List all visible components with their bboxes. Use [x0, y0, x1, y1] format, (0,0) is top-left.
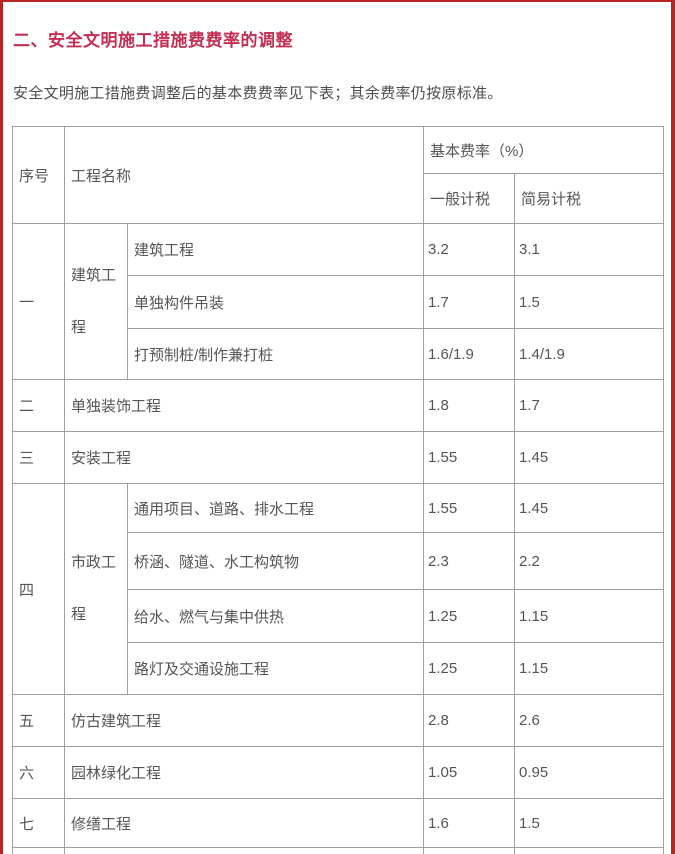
table-row: 打预制桩/制作兼打桩 1.6/1.9 1.4/1.9	[13, 328, 665, 380]
rate-table: 序号 工程名称 基本费率（%） 一般计税 简易计税 一 建筑工程 建筑工程 3.…	[12, 126, 665, 854]
table-row: 五 仿古建筑工程 2.8 2.6	[12, 694, 665, 747]
table-row-clipped	[12, 847, 665, 854]
table-row: 六 园林绿化工程 1.05 0.95	[12, 746, 665, 799]
table-row: 四 市政工程 通用项目、道路、排水工程 1.55 1.45	[12, 483, 665, 695]
rate-general	[423, 847, 516, 854]
header-project-name: 工程名称	[63, 126, 425, 224]
project-name: 安装工程	[63, 431, 425, 484]
rate-general: 3.2	[423, 223, 516, 276]
intro-paragraph: 安全文明施工措施费调整后的基本费费率见下表；其余费率仍按原标准。	[13, 85, 503, 102]
row-no: 七	[12, 798, 65, 848]
header-general-tax: 一般计税	[423, 173, 516, 224]
rate-general: 1.7	[423, 275, 516, 329]
section-title: 二、安全文明施工措施费费率的调整	[13, 31, 293, 50]
project-name: 修缮工程	[63, 798, 425, 848]
project-name: 通用项目、道路、排水工程	[126, 483, 425, 533]
rate-simple: 0.95	[514, 746, 665, 799]
table-row: 三 安装工程 1.55 1.45	[12, 431, 665, 484]
rate-simple: 1.45	[514, 483, 665, 533]
row-no: 一	[12, 223, 65, 380]
table-row: 单独构件吊装 1.7 1.5	[13, 275, 665, 329]
project-name: 路灯及交通设施工程	[126, 642, 425, 695]
rate-simple: 1.15	[514, 642, 665, 695]
project-name: 打预制桩/制作兼打桩	[126, 328, 425, 380]
rate-simple: 1.5	[514, 275, 665, 329]
group-name: 市政工程	[64, 483, 128, 695]
project-name: 桥涵、隧道、水工构筑物	[126, 532, 425, 590]
group-name: 建筑工程	[64, 223, 128, 380]
row-no: 三	[12, 431, 65, 484]
project-name: 给水、燃气与集中供热	[126, 589, 425, 643]
rate-general: 2.8	[423, 694, 516, 747]
rate-general: 1.6/1.9	[423, 328, 516, 380]
rate-general: 1.05	[423, 746, 516, 799]
header-base-rate: 基本费率（%）	[423, 126, 665, 174]
table-header-row-1: 序号 工程名称 基本费率（%）	[12, 126, 665, 224]
rate-simple: 1.15	[514, 589, 665, 643]
project-name: 建筑工程	[126, 223, 425, 276]
rate-general: 1.55	[423, 483, 516, 533]
rate-simple	[514, 847, 665, 854]
project-name	[63, 847, 425, 854]
project-name: 单独构件吊装	[126, 275, 425, 329]
rate-general: 1.25	[423, 589, 516, 643]
row-no: 四	[12, 483, 65, 695]
header-simple-tax: 简易计税	[514, 173, 665, 224]
rate-simple: 1.4/1.9	[514, 328, 665, 380]
rate-simple: 2.6	[514, 694, 665, 747]
rate-simple: 1.5	[514, 798, 665, 848]
header-no: 序号	[12, 126, 65, 224]
table-row: 桥涵、隧道、水工构筑物 2.3 2.2	[13, 532, 665, 590]
rate-simple: 1.45	[514, 431, 665, 484]
rate-general: 2.3	[423, 532, 516, 590]
project-name: 仿古建筑工程	[63, 694, 425, 747]
rate-general: 1.8	[423, 379, 516, 432]
table-row: 给水、燃气与集中供热 1.25 1.15	[13, 589, 665, 643]
table-header-row-2: 一般计税 简易计税	[13, 173, 665, 224]
rate-general: 1.25	[423, 642, 516, 695]
table-row: 一 建筑工程 建筑工程 3.2 3.1	[12, 223, 665, 380]
rate-simple: 1.7	[514, 379, 665, 432]
table-row: 二 单独装饰工程 1.8 1.7	[12, 379, 665, 432]
rate-simple: 3.1	[514, 223, 665, 276]
rate-general: 1.6	[423, 798, 516, 848]
row-no: 五	[12, 694, 65, 747]
project-name: 园林绿化工程	[63, 746, 425, 799]
table-row: 七 修缮工程 1.6 1.5	[12, 798, 665, 848]
table-row: 路灯及交通设施工程 1.25 1.15	[13, 642, 665, 695]
row-no	[12, 847, 65, 854]
rate-general: 1.55	[423, 431, 516, 484]
row-no: 六	[12, 746, 65, 799]
row-no: 二	[12, 379, 65, 432]
project-name: 单独装饰工程	[63, 379, 425, 432]
rate-simple: 2.2	[514, 532, 665, 590]
